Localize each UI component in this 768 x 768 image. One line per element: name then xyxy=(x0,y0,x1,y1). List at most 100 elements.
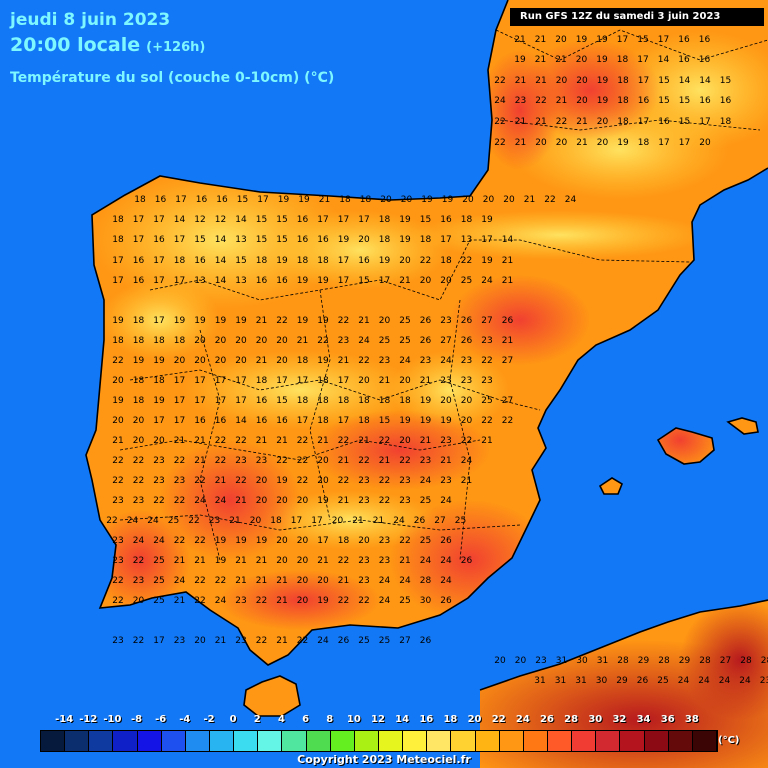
grid-value: 20 xyxy=(133,416,145,426)
grid-value: 25 xyxy=(657,676,668,686)
grid-value: 21 xyxy=(502,276,513,286)
grid-value: 25 xyxy=(379,636,390,646)
grid-value: 21 xyxy=(235,576,246,586)
grid-value: 20 xyxy=(276,556,288,566)
grid-value: 20 xyxy=(515,656,527,666)
grid-value: 21 xyxy=(194,436,205,446)
grid-value: 20 xyxy=(256,476,268,486)
grid-value: 14 xyxy=(215,235,227,245)
legend-label: 28 xyxy=(564,714,579,725)
grid-value: 20 xyxy=(535,138,547,148)
grid-value: 20 xyxy=(276,536,288,546)
grid-value: 21 xyxy=(515,138,526,148)
grid-value: 18 xyxy=(617,117,629,127)
grid-value: 22 xyxy=(174,496,185,506)
grid-value: 23 xyxy=(420,356,431,366)
grid-value: 22 xyxy=(399,536,410,546)
legend-swatch xyxy=(547,731,573,751)
grid-value: 17 xyxy=(637,55,648,65)
grid-value: 23 xyxy=(153,476,164,486)
grid-value: 28 xyxy=(699,656,711,666)
grid-value: 18 xyxy=(112,215,124,225)
legend-label: 38 xyxy=(684,714,699,725)
grid-value: 22 xyxy=(194,576,205,586)
grid-value: 21 xyxy=(379,376,390,386)
grid-value: 16 xyxy=(297,235,309,245)
grid-value: 19 xyxy=(317,316,329,326)
grid-value: 21 xyxy=(338,496,349,506)
grid-value: 14 xyxy=(658,55,670,65)
grid-value: 15 xyxy=(379,416,390,426)
grid-value: 22 xyxy=(317,336,328,346)
grid-value: 20 xyxy=(380,195,392,205)
legend-swatch xyxy=(234,731,259,751)
grid-value: 20 xyxy=(440,396,452,406)
grid-value: 23 xyxy=(461,356,472,366)
grid-value: 26 xyxy=(440,536,452,546)
grid-value: 25 xyxy=(420,496,431,506)
grid-value: 22 xyxy=(544,195,555,205)
grid-value: 18 xyxy=(638,138,650,148)
run-banner: Run GFS 12Z du samedi 3 juin 2023 xyxy=(510,8,764,26)
grid-value: 24 xyxy=(215,596,227,606)
grid-value: 20 xyxy=(297,496,309,506)
grid-value: 21 xyxy=(215,636,226,646)
grid-value: 18 xyxy=(317,256,329,266)
grid-value: 21 xyxy=(502,336,513,346)
grid-value: 15 xyxy=(658,96,669,106)
grid-value: 19 xyxy=(317,596,329,606)
legend-label: 20 xyxy=(467,714,482,725)
grid-value: 17 xyxy=(153,636,164,646)
grid-value: 16 xyxy=(440,215,452,225)
grid-value: 21 xyxy=(174,436,185,446)
grid-value: 19 xyxy=(617,138,629,148)
grid-value: 17 xyxy=(481,235,492,245)
grid-value: 21 xyxy=(276,436,287,446)
grid-value: 16 xyxy=(276,416,288,426)
grid-value: 22 xyxy=(112,456,123,466)
legend-labels: -14 -12 -10 -8 -6 -4 -2 0 2 4 6 8 10 12 14 16 18 20 22 24 26… xyxy=(40,714,730,728)
grid-value: 24 xyxy=(481,276,493,286)
grid-value: 19 xyxy=(215,556,227,566)
grid-value: 21 xyxy=(276,576,287,586)
grid-value: 20 xyxy=(194,336,206,346)
grid-value: 23 xyxy=(256,456,267,466)
grid-value: 18 xyxy=(153,336,165,346)
grid-value: 28 xyxy=(761,656,768,666)
grid-value: 19 xyxy=(421,195,433,205)
grid-value: 17 xyxy=(291,516,302,526)
grid-value: 19 xyxy=(276,476,288,486)
grid-value: 22 xyxy=(461,436,472,446)
grid-value: 15 xyxy=(679,96,690,106)
grid-value: 21 xyxy=(174,556,185,566)
grid-value: 24 xyxy=(440,496,452,506)
grid-value: 21 xyxy=(256,576,267,586)
grid-value: 16 xyxy=(297,215,309,225)
grid-value: 17 xyxy=(379,276,390,286)
grid-value: 21 xyxy=(256,556,267,566)
legend-swatch xyxy=(620,731,645,751)
grid-value: 21 xyxy=(194,456,205,466)
grid-value: 21 xyxy=(338,456,349,466)
legend-swatch xyxy=(403,731,428,751)
legend-label: -14 xyxy=(55,714,74,725)
legend-label: 2 xyxy=(253,714,261,725)
grid-value: 16 xyxy=(699,55,711,65)
grid-value: 17 xyxy=(638,117,649,127)
grid-value: 20 xyxy=(597,138,609,148)
grid-value: 17 xyxy=(338,256,349,266)
grid-value: 24 xyxy=(420,476,432,486)
legend-swatch xyxy=(330,731,355,751)
grid-value: 20 xyxy=(256,496,268,506)
grid-value: 17 xyxy=(153,416,164,426)
grid-value: 22 xyxy=(133,476,144,486)
grid-value: 19 xyxy=(153,356,165,366)
grid-value: 22 xyxy=(276,316,287,326)
grid-value: 24 xyxy=(153,536,165,546)
grid-value: 19 xyxy=(174,316,186,326)
grid-value: 20 xyxy=(317,576,329,586)
grid-value: 12 xyxy=(215,215,226,225)
grid-value: 22 xyxy=(133,456,144,466)
grid-value: 20 xyxy=(358,376,370,386)
grid-value: 22 xyxy=(502,416,513,426)
